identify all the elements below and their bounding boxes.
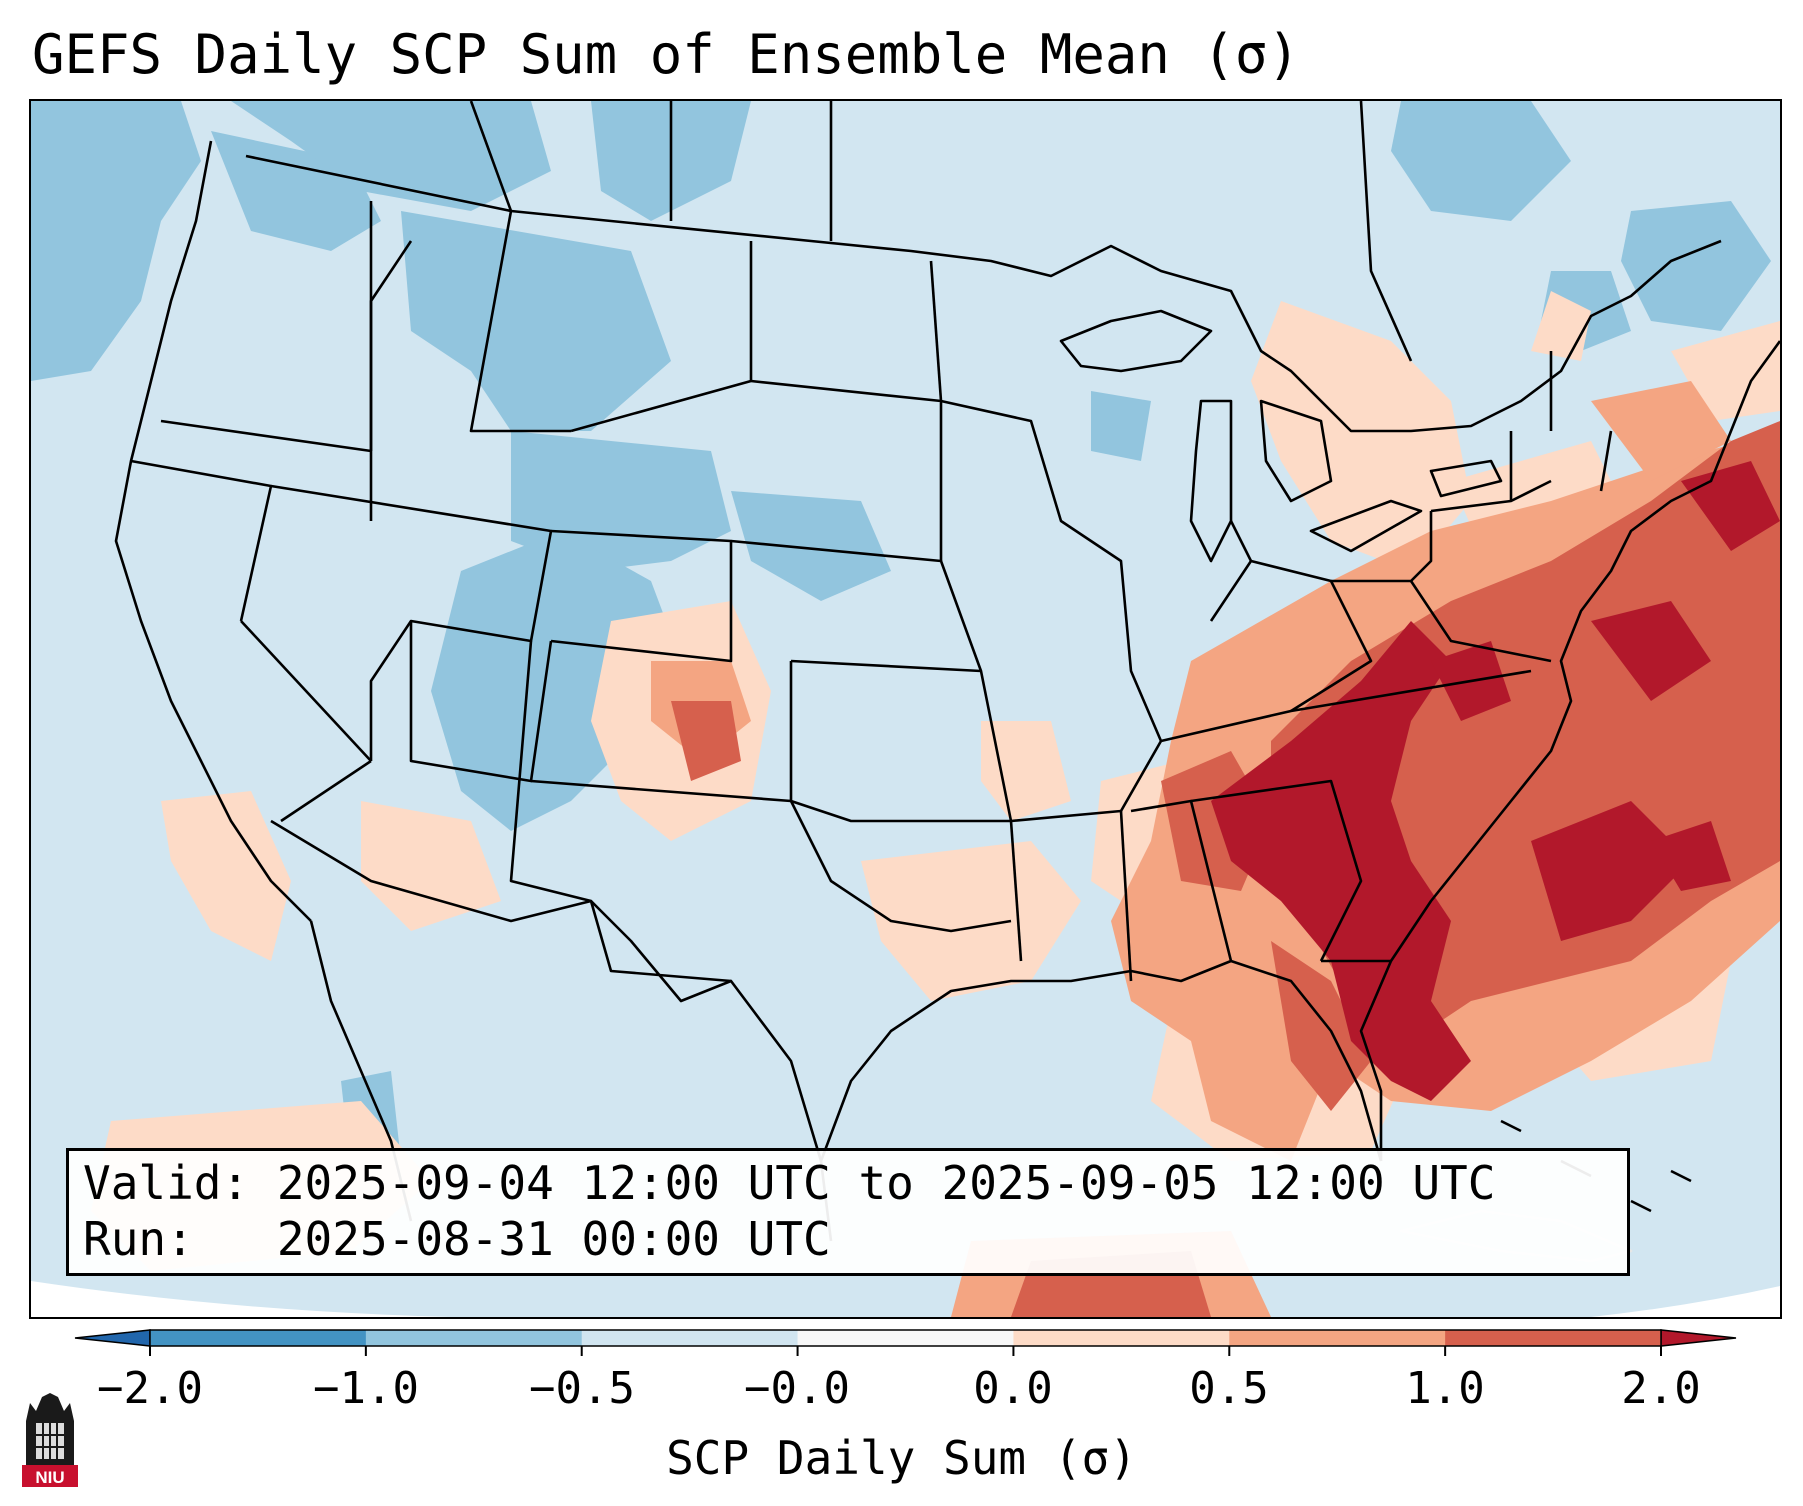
colorbar-tick-label-2: −0.5 xyxy=(529,1363,635,1414)
validity-info-box: Valid: 2025-09-04 12:00 UTC to 2025-09-0… xyxy=(66,1148,1630,1276)
colorbar-segment-1 xyxy=(365,1330,583,1346)
colorbar-extend-low xyxy=(74,1329,151,1347)
colorbar-tick-label-4: 0.0 xyxy=(973,1363,1053,1414)
colorbar-tick-label-6: 1.0 xyxy=(1405,1363,1485,1414)
mexico-border xyxy=(270,819,833,1242)
colorbar-segment-0 xyxy=(150,1330,367,1346)
colorbar-segment-6 xyxy=(1445,1330,1662,1346)
colorbar-tick-label-7: 2.0 xyxy=(1621,1363,1701,1414)
scp-map xyxy=(31,101,1780,1317)
colorbar-outline xyxy=(149,1329,1662,1347)
colorbar-tick-label-0: −2.0 xyxy=(97,1363,203,1414)
us-canada-border xyxy=(245,154,1722,433)
colorbar-tick-label-5: 0.5 xyxy=(1189,1363,1269,1414)
negative-anomaly-regions xyxy=(31,101,1771,1171)
lake-huron xyxy=(1259,399,1333,503)
colorbar-extend-high xyxy=(1660,1329,1737,1347)
west-coast xyxy=(114,140,312,922)
niu-logo: NIU xyxy=(22,1393,78,1487)
colorbar-segment-2 xyxy=(581,1330,799,1346)
outside-projection xyxy=(31,1281,451,1317)
colorbar-segment-4 xyxy=(1013,1330,1230,1346)
lake-erie xyxy=(1309,499,1423,553)
logo-banner xyxy=(22,1465,78,1487)
colorbar-tick-label-3: −0.0 xyxy=(744,1363,850,1414)
lake-ontario xyxy=(1429,459,1503,498)
run-time-line: Run: 2025-08-31 00:00 UTC xyxy=(83,1212,831,1266)
colorbar-tick-label-1: −1.0 xyxy=(313,1363,419,1414)
colorbar-label: SCP Daily Sum (σ) xyxy=(666,1431,1137,1485)
map-title: GEFS Daily SCP Sum of Ensemble Mean (σ) xyxy=(32,23,1300,86)
colorbar xyxy=(74,1329,1737,1356)
extreme-positive-regions xyxy=(1211,461,1780,1101)
valid-time-line: Valid: 2025-09-04 12:00 UTC to 2025-09-0… xyxy=(83,1156,1496,1210)
lake-michigan xyxy=(1189,399,1233,563)
colorbar-segment-3 xyxy=(797,1330,1014,1346)
outside-projection-right xyxy=(1591,1286,1780,1317)
political-borders xyxy=(114,101,1780,1263)
lake-superior xyxy=(1059,309,1213,373)
east-coast xyxy=(1359,340,1780,1161)
map-panel xyxy=(29,99,1782,1319)
colorbar-segment-5 xyxy=(1229,1330,1446,1346)
logo-text: NIU xyxy=(35,1468,64,1487)
